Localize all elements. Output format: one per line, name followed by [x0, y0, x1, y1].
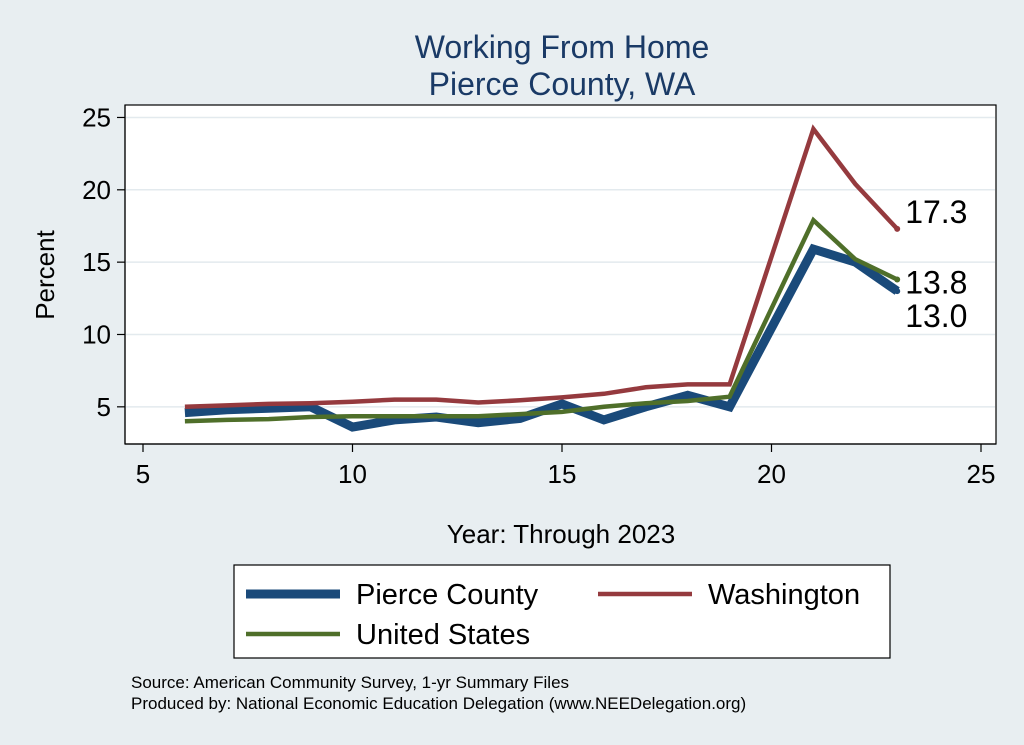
y-axis-label: Percent [30, 229, 60, 319]
x-axis-label: Year: Through 2023 [447, 519, 675, 549]
series-layer [184, 124, 900, 432]
end-label-united-states: 13.8 [905, 265, 967, 301]
x-tick-label-5: 5 [136, 459, 150, 489]
legend-box [233, 564, 891, 659]
y-tick-label-10: 10 [82, 319, 111, 349]
y-tick-label-20: 20 [82, 175, 111, 205]
end-label-pierce-county: 13.0 [905, 298, 967, 334]
legend-label-united-states: United States [356, 619, 530, 651]
y-tick-label-5: 5 [97, 392, 111, 422]
legend-label-washington: Washington [708, 579, 860, 611]
x-axis: 5 10 15 20 25 [125, 443, 996, 489]
chart-title-line-1: Working From Home [415, 29, 710, 65]
x-tick-label-10: 10 [338, 459, 367, 489]
legend: Pierce County Washington United States [233, 564, 891, 659]
y-axis: 5 10 15 20 25 [82, 102, 126, 444]
end-point-pierce-county [894, 288, 901, 295]
x-tick-label-15: 15 [548, 459, 577, 489]
end-label-washington: 17.3 [905, 194, 967, 230]
end-point-united-states [894, 276, 901, 283]
x-tick-label-25: 25 [967, 459, 996, 489]
produced-by-note: Produced by: National Economic Education… [131, 694, 746, 713]
plot-area [124, 104, 997, 445]
x-tick-label-20: 20 [757, 459, 786, 489]
y-tick-label-25: 25 [82, 102, 111, 132]
end-point-washington [894, 225, 901, 232]
y-tick-label-15: 15 [82, 247, 111, 277]
series-line-united-states [184, 216, 899, 424]
source-note: Source: American Community Survey, 1-yr … [131, 673, 569, 692]
legend-label-pierce-county: Pierce County [356, 579, 539, 611]
series-line-washington [184, 124, 899, 410]
chart-title-line-2: Pierce County, WA [429, 66, 696, 102]
end-labels: 13.0 17.3 13.8 [894, 194, 967, 334]
series-line-pierce-county [184, 243, 900, 432]
